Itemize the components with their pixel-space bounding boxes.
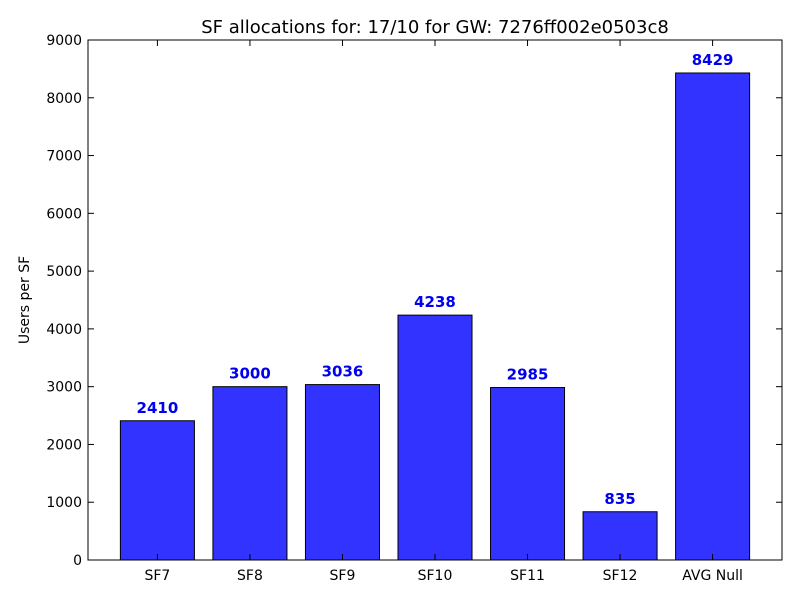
data-label-sf11: 2985 [507, 366, 549, 384]
data-label-sf9: 3036 [322, 363, 364, 381]
data-label-sf8: 3000 [229, 365, 271, 383]
bar-sf12 [582, 511, 658, 561]
bar-avg-null [675, 72, 751, 561]
y-tick-label: 8000 [46, 91, 82, 107]
y-tick-label: 0 [73, 553, 82, 569]
y-tick-label: 7000 [46, 149, 82, 165]
x-tick-label: SF9 [330, 568, 356, 584]
x-tick-label: SF11 [510, 568, 545, 584]
chart-title: SF allocations for: 17/10 for GW: 7276ff… [201, 17, 669, 38]
plot-area: 2410 3000 3036 4238 2985 835 8429 0 1000 2000 3000… [46, 33, 783, 584]
data-label-sf7: 2410 [137, 399, 179, 417]
y-axis-label: Users per SF [17, 256, 33, 344]
x-tick-label: SF10 [418, 568, 453, 584]
y-tick-label: 4000 [46, 322, 82, 338]
y-tick-label: 9000 [46, 33, 82, 49]
bar-sf7 [119, 420, 195, 561]
y-tick-label: 6000 [46, 206, 82, 222]
bar-sf11 [490, 387, 566, 561]
y-tick-label: 3000 [46, 380, 82, 396]
y-tick-label: 1000 [46, 495, 82, 511]
data-label-sf10: 4238 [414, 293, 456, 311]
x-tick-label: SF12 [603, 568, 638, 584]
y-tick-label: 5000 [46, 264, 82, 280]
x-tick-label: AVG Null [682, 568, 743, 584]
bar-sf10 [397, 314, 473, 561]
data-label-avg-null: 8429 [692, 51, 734, 69]
bar-sf9 [304, 384, 380, 561]
data-label-sf12: 835 [604, 490, 635, 508]
bar-sf8 [212, 386, 288, 561]
x-tick-label: SF7 [144, 568, 170, 584]
x-tick-label: SF8 [237, 568, 263, 584]
y-tick-label: 2000 [46, 437, 82, 453]
